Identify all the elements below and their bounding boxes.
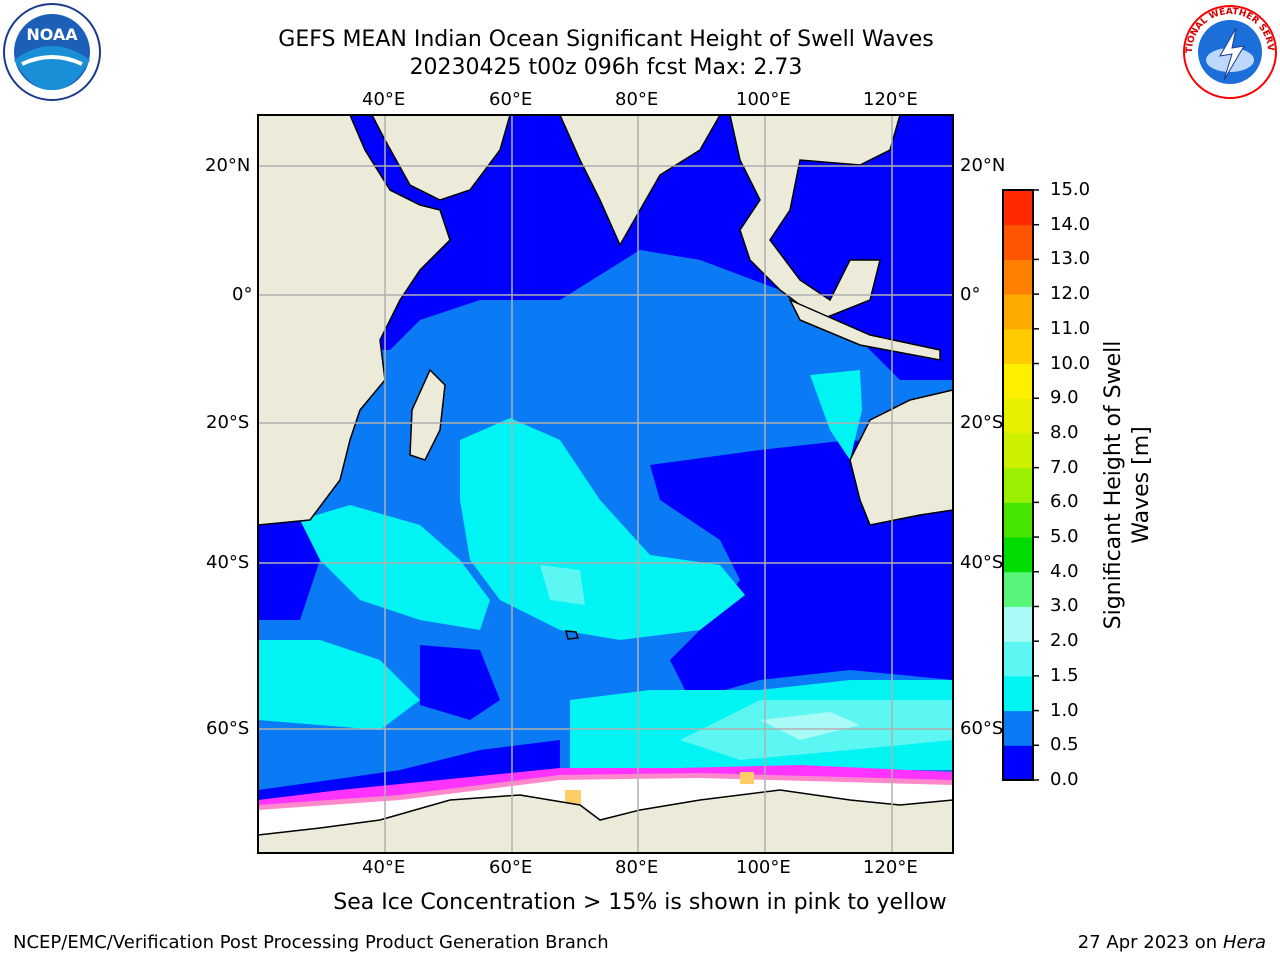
- swell-zone-1-1_5-south: [258, 640, 420, 730]
- lon-tick-bottom-100E: 100°E: [736, 857, 791, 878]
- land-kerguelen: [565, 630, 580, 640]
- footer-date: 27 Apr 2023 on Hera: [1078, 932, 1266, 953]
- colorbar-segment: [1003, 710, 1033, 746]
- swell-zone-1-1_5-west: [300, 505, 490, 630]
- colorbar-segment: [1003, 467, 1033, 503]
- colorbar: [1002, 189, 1039, 781]
- colorbar-segment: [1003, 294, 1033, 330]
- swell-zone-1_5-2-central: [540, 565, 585, 605]
- lon-tick-top-60E: 60°E: [489, 89, 533, 110]
- title-line-2: 20230425 t00z 096h fcst Max: 2.73: [409, 55, 803, 80]
- land-madagascar: [409, 368, 446, 461]
- map-frame: [257, 114, 954, 854]
- lon-tick-top-120E: 120°E: [863, 89, 918, 110]
- noaa-logo-text: NOAA: [26, 25, 78, 44]
- lat-tick-right-60S: 60°S: [960, 718, 1004, 739]
- colorbar-label: 8.0: [1050, 421, 1079, 443]
- gridlines: [258, 115, 953, 853]
- colorbar-segment: [1003, 259, 1033, 295]
- colorbar-label: 15.0: [1050, 179, 1091, 200]
- lon-tick-bottom-60E: 60°E: [489, 857, 533, 878]
- footer-date-text: 27 Apr 2023 on: [1077, 932, 1223, 953]
- colorbar-label: 1.5: [1050, 664, 1079, 686]
- colorbar-label: 13.0: [1050, 248, 1091, 270]
- sea-ice-note: Sea Ice Concentration > 15% is shown in …: [333, 890, 947, 915]
- colorbar-title-line-2: Waves [m]: [1129, 426, 1154, 544]
- nws-logo: NATIONAL WEATHER SERVICE: [1176, 0, 1280, 102]
- colorbar-segment: [1003, 537, 1033, 573]
- colorbar-label: 1.0: [1050, 699, 1079, 721]
- lon-tick-top-100E: 100°E: [736, 89, 791, 110]
- lon-tick-top-80E: 80°E: [615, 89, 659, 110]
- colorbar-label: 2.0: [1050, 630, 1079, 652]
- colorbar-segment: [1003, 190, 1033, 226]
- colorbar-label: 4.0: [1050, 560, 1079, 582]
- land-arabia: [371, 115, 511, 201]
- colorbar-label: 5.0: [1050, 526, 1079, 548]
- colorbar-label: 0.0: [1050, 769, 1079, 790]
- colorbar-label: 6.0: [1050, 491, 1079, 513]
- colorbar-label: 10.0: [1050, 352, 1091, 374]
- colorbar-segment: [1003, 224, 1033, 260]
- lat-tick-left-40S: 40°S: [206, 552, 250, 573]
- colorbar-label: 12.0: [1050, 283, 1091, 305]
- sea-ice-yellow-patch-2: [740, 772, 754, 784]
- lat-tick-right-0: 0°: [960, 284, 981, 305]
- colorbar-segment: [1003, 675, 1033, 712]
- lat-tick-right-20S: 20°S: [960, 412, 1004, 433]
- footer-host: Hera: [1222, 932, 1266, 953]
- colorbar-segment: [1003, 328, 1033, 365]
- colorbar-segment: [1003, 398, 1033, 434]
- colorbar-label: 3.0: [1050, 595, 1079, 617]
- colorbar-label: 11.0: [1050, 317, 1091, 339]
- colorbar-title: Significant Height of Swell Waves [m]: [1100, 341, 1156, 630]
- lat-tick-left-20N: 20°N: [205, 155, 251, 176]
- colorbar-segment: [1003, 745, 1033, 781]
- nws-logo-icon: NATIONAL WEATHER SERVICE: [1176, 0, 1277, 99]
- swell-zone-1-1_5-central: [460, 418, 745, 640]
- colorbar-segment: [1003, 641, 1033, 677]
- colorbar-segment: [1003, 363, 1033, 399]
- colorbar-label: 14.0: [1050, 213, 1091, 235]
- colorbar-label: 7.0: [1050, 456, 1079, 478]
- lat-tick-right-20N: 20°N: [960, 155, 1006, 176]
- chart-title: GEFS MEAN Indian Ocean Significant Heigh…: [0, 26, 1212, 82]
- swell-zone-1-1_5-west-australia: [810, 370, 862, 460]
- colorbar-segment: [1003, 571, 1033, 607]
- swell-zone-2-3-southeast: [760, 712, 860, 740]
- land-india: [559, 115, 721, 247]
- footer-producer: NCEP/EMC/Verification Post Processing Pr…: [13, 932, 609, 953]
- lat-tick-left-20S: 20°S: [206, 412, 250, 433]
- colorbar-segment: [1003, 502, 1033, 538]
- colorbar-frame: [1002, 189, 1034, 781]
- colorbar-title-line-1: Significant Height of Swell: [1101, 340, 1126, 630]
- land-sumatra-java: [788, 298, 941, 361]
- lon-tick-bottom-40E: 40°E: [362, 857, 406, 878]
- colorbar-label: 9.0: [1050, 387, 1079, 409]
- lat-tick-left-0: 0°: [232, 284, 253, 305]
- colorbar-label: 0.5: [1050, 734, 1079, 756]
- colorbar-segment: [1003, 432, 1033, 469]
- swell-zone-low-mid: [420, 645, 500, 720]
- lat-tick-left-60S: 60°S: [206, 718, 250, 739]
- lat-tick-right-40S: 40°S: [960, 552, 1004, 573]
- lon-tick-bottom-80E: 80°E: [615, 857, 659, 878]
- noaa-logo-icon: NOAA: [3, 3, 101, 101]
- lon-tick-top-40E: 40°E: [362, 89, 406, 110]
- map-area: [258, 115, 953, 853]
- colorbar-segment: [1003, 606, 1033, 642]
- lon-tick-bottom-120E: 120°E: [863, 857, 918, 878]
- land-antarctica: [258, 789, 953, 853]
- noaa-logo: NOAA: [2, 2, 102, 102]
- title-line-1: GEFS MEAN Indian Ocean Significant Heigh…: [278, 27, 934, 52]
